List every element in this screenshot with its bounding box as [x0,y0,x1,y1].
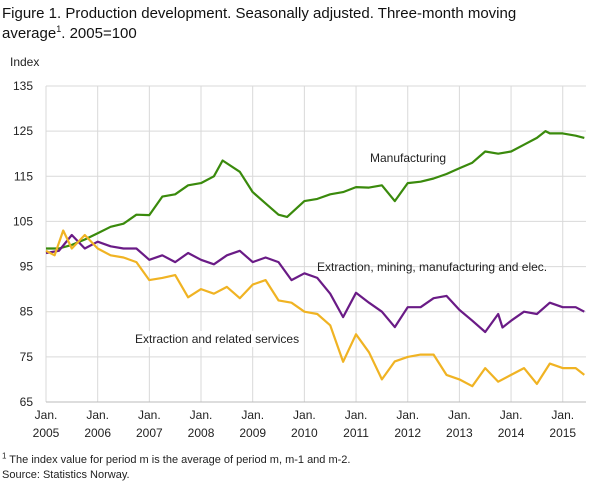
x-tick-label-month: Jan. [396,408,419,422]
y-tick-label: 95 [20,260,34,274]
x-tick-label-year: 2013 [446,426,473,440]
y-axis-label: Index [10,55,39,69]
y-tick-label: 85 [20,305,34,319]
x-tick-label-year: 2012 [394,426,421,440]
y-tick-label: 105 [13,214,33,228]
x-tick-label-year: 2011 [343,426,369,440]
series-label-2: Extraction, mining, manufacturing and el… [317,260,547,274]
y-tick-label: 125 [13,124,33,138]
title-line-2-end: . 2005=100 [61,25,137,42]
series-label-background [132,331,303,347]
series-line-2 [45,233,585,334]
y-tick-label: 75 [20,350,34,364]
x-tick-label-month: Jan. [448,408,471,422]
source-text: Source: Statistics Norway. [2,469,130,481]
title-footnote-mark: 1 [56,24,62,34]
footnote: 1 The index value for period m is the av… [2,451,351,468]
x-tick-label-year: 2005 [33,426,60,440]
x-tick-label-month: Jan. [35,408,58,422]
x-tick-label-month: Jan. [138,408,161,422]
series-line-1 [46,130,585,250]
y-tick-label: 65 [20,395,34,409]
x-tick-label-month: Jan. [293,408,316,422]
x-tick-label-year: 2010 [291,426,318,440]
x-tick-label-year: 2006 [84,426,111,440]
x-tick-label-year: 2014 [498,426,525,440]
y-tick-label: 135 [13,79,33,93]
x-tick-label-month: Jan. [345,408,368,422]
footnote-mark: 1 [2,451,7,461]
footnote-text: The index value for period m is the aver… [6,454,351,466]
title-line-1: Figure 1. Production development. Season… [2,5,517,22]
series-label-1: Manufacturing [370,151,446,165]
x-tick-label-month: Jan. [190,408,213,422]
x-tick-label-year: 2009 [239,426,266,440]
x-tick-label-year: 2008 [188,426,215,440]
x-tick-label-month: Jan. [551,408,574,422]
series-line-3 [45,229,585,388]
series-label-3: Extraction and related services [135,332,299,346]
x-tick-label-year: 2007 [136,426,163,440]
title-line-2: average [2,25,57,42]
x-tick-label-year: 2015 [549,426,576,440]
x-tick-label-month: Jan. [500,408,523,422]
chart-footer: 1 The index value for period m is the av… [2,451,351,483]
chart-title: Figure 1. Production development. Season… [2,4,606,44]
x-tick-label-month: Jan. [86,408,109,422]
x-tick-label-month: Jan. [241,408,264,422]
y-tick-label: 115 [14,169,33,183]
